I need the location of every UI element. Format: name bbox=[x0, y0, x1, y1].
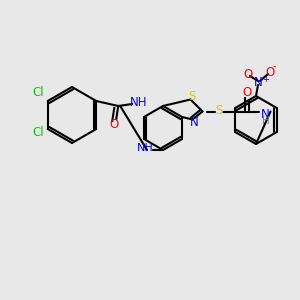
Text: O: O bbox=[110, 118, 119, 130]
Text: -: - bbox=[272, 61, 276, 71]
Text: O: O bbox=[242, 86, 251, 99]
Text: H: H bbox=[262, 116, 269, 127]
Text: NH: NH bbox=[136, 143, 153, 153]
Text: Cl: Cl bbox=[32, 127, 44, 140]
Text: Cl: Cl bbox=[32, 86, 44, 100]
Text: N: N bbox=[261, 108, 270, 121]
Text: N: N bbox=[190, 116, 199, 129]
Text: S: S bbox=[215, 104, 222, 117]
Text: +: + bbox=[262, 76, 269, 85]
Text: O: O bbox=[243, 68, 253, 80]
Text: N: N bbox=[254, 76, 262, 89]
Text: NH: NH bbox=[130, 95, 147, 109]
Text: O: O bbox=[266, 65, 274, 79]
Text: S: S bbox=[188, 90, 195, 103]
